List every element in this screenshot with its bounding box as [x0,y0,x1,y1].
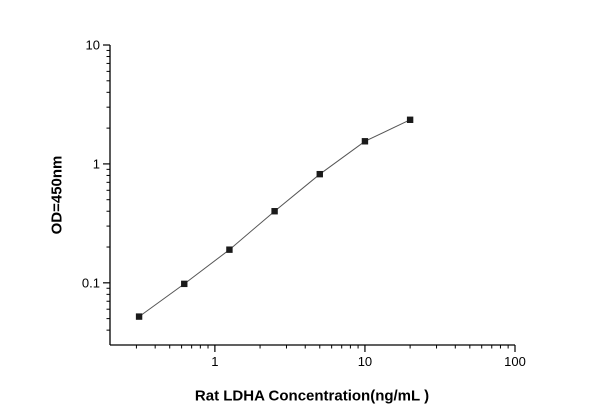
data-point [181,280,188,288]
y-tick-label: 10 [86,38,100,53]
y-tick-label: 1 [93,156,100,171]
data-point [361,138,369,145]
x-tick-label: 1 [211,354,218,369]
data-point [135,313,143,320]
x-axis-title: Rat LDHA Concentration(ng/mL ) [194,387,430,405]
x-tick-label: 100 [504,354,526,369]
data-point [226,246,233,253]
data-point [271,208,278,215]
data-point [406,116,414,123]
x-tick-label: 10 [358,354,372,369]
y-tick-label: 0.1 [82,275,100,290]
data-point [316,170,323,178]
y-axis-title: OD=450nm [48,155,66,235]
series-line [138,119,411,318]
